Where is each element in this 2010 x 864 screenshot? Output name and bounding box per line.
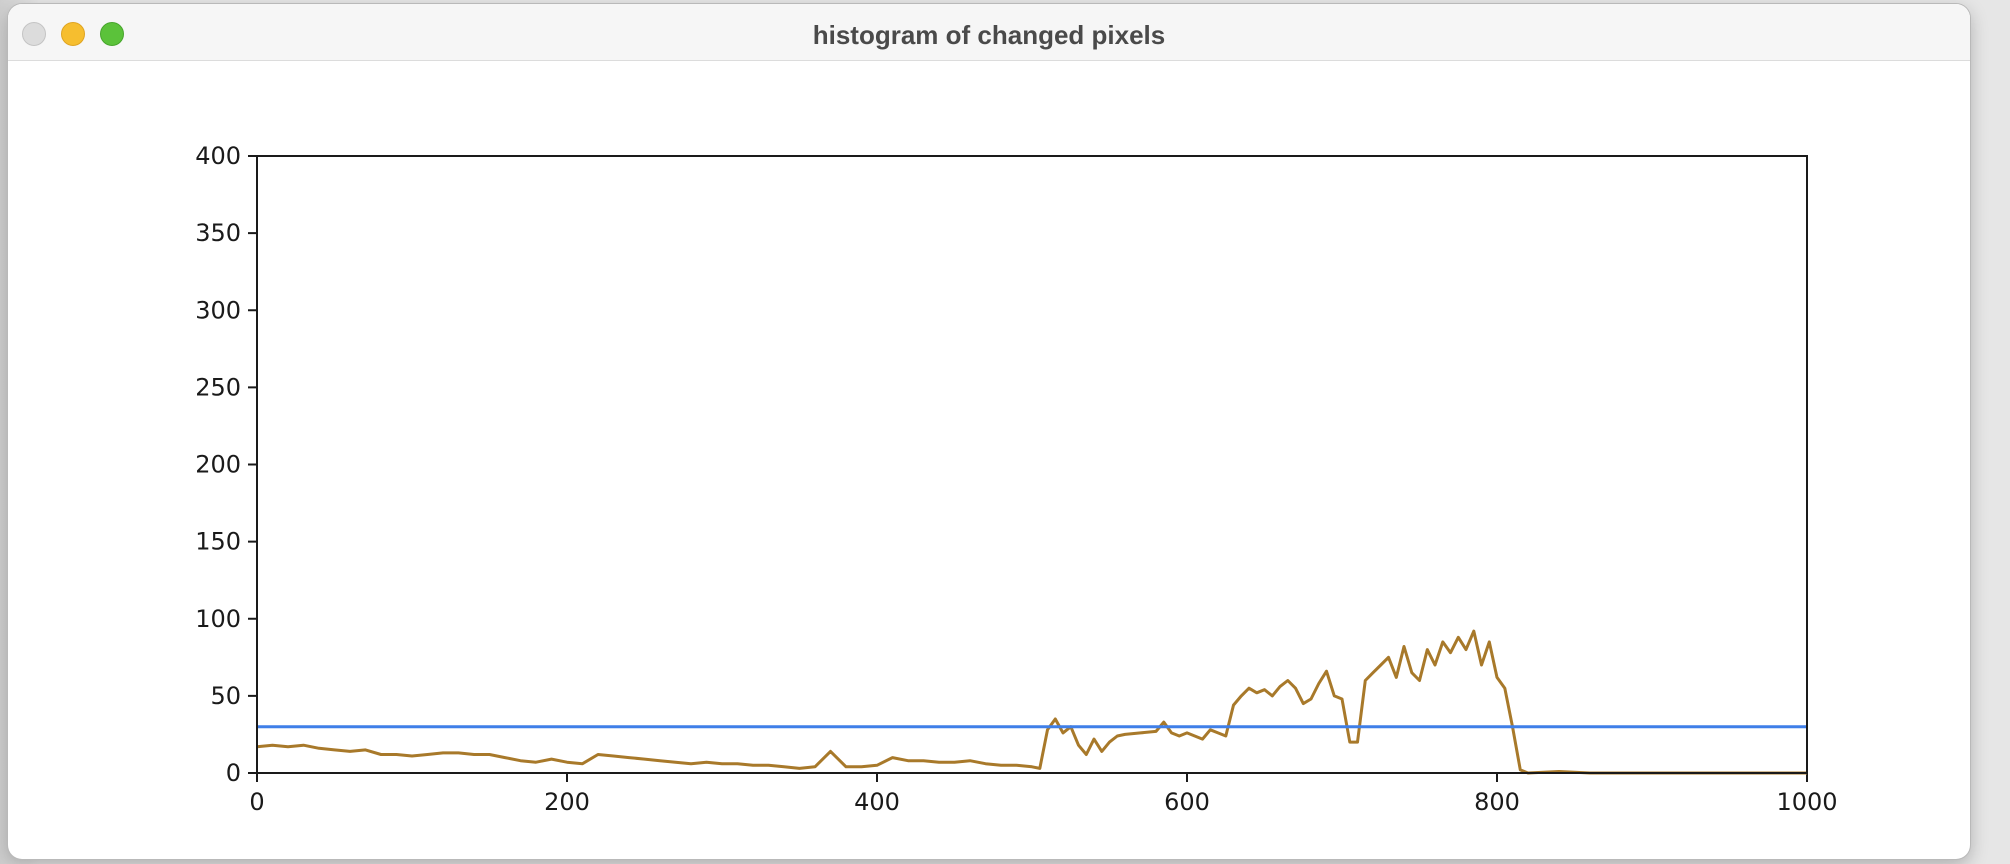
y-tick-label: 0 bbox=[226, 759, 241, 787]
title-bar[interactable]: histogram of changed pixels bbox=[8, 4, 1970, 61]
x-tick-label: 400 bbox=[854, 788, 900, 816]
x-tick-label: 0 bbox=[249, 788, 264, 816]
minimize-button[interactable] bbox=[61, 22, 85, 46]
y-tick-label: 200 bbox=[195, 451, 241, 479]
y-tick-label: 100 bbox=[195, 605, 241, 633]
x-tick-label: 200 bbox=[544, 788, 590, 816]
plot-window: histogram of changed pixels 0 50 100 150 200… bbox=[8, 4, 1970, 859]
chart-canvas: 0 50 100 150 200 250 300 350 400 0 200 400 600 800 10… bbox=[195, 142, 1838, 816]
y-tick-label: 400 bbox=[195, 142, 241, 170]
x-tick-label: 600 bbox=[1164, 788, 1210, 816]
series-layer bbox=[256, 629, 1807, 775]
y-tick-label: 150 bbox=[195, 528, 241, 556]
y-tick-label: 250 bbox=[195, 373, 241, 401]
histogram-series-line bbox=[256, 629, 1807, 775]
close-button[interactable] bbox=[22, 22, 46, 46]
window-title: histogram of changed pixels bbox=[812, 20, 1166, 50]
x-tick-label: 1000 bbox=[1776, 788, 1837, 816]
y-tick-label: 50 bbox=[210, 682, 241, 710]
y-tick-label: 350 bbox=[195, 219, 241, 247]
y-tick-label: 300 bbox=[195, 296, 241, 324]
zoom-button[interactable] bbox=[100, 22, 124, 46]
y-axis: 0 50 100 150 200 250 300 350 400 bbox=[195, 142, 257, 787]
x-tick-label: 800 bbox=[1474, 788, 1520, 816]
x-axis: 0 200 400 600 800 1000 bbox=[249, 773, 1838, 816]
plot-frame bbox=[256, 155, 1808, 774]
